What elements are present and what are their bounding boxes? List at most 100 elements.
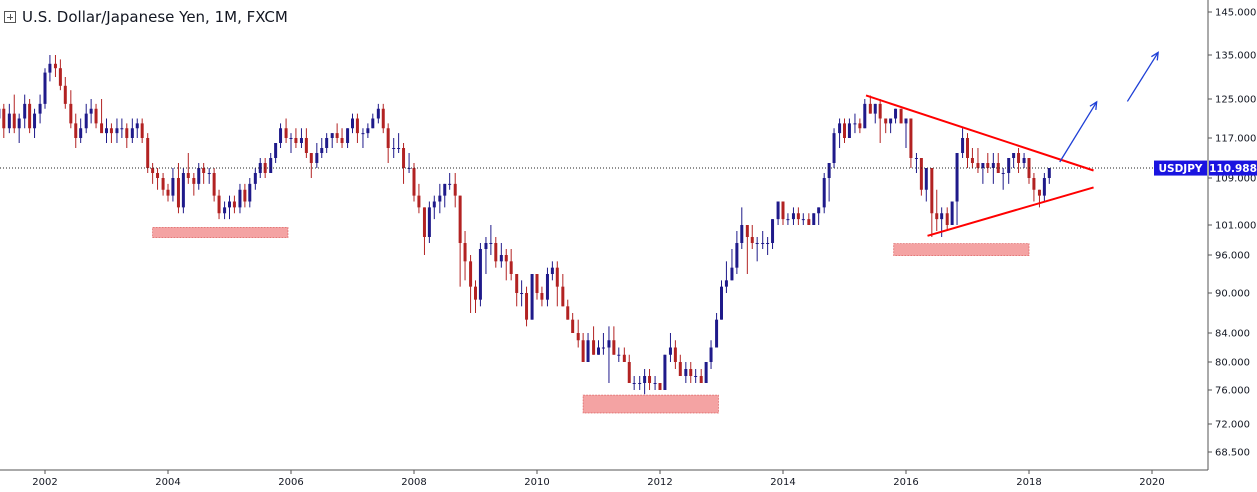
candle-body	[515, 274, 518, 293]
candle-body	[751, 237, 754, 243]
candle-body	[433, 202, 436, 208]
candle-body	[617, 355, 620, 356]
candle-body	[582, 340, 585, 362]
candle-body	[213, 173, 216, 196]
candle-body	[602, 348, 605, 349]
x-tick-label: 2004	[155, 477, 180, 488]
candle-body	[192, 178, 195, 184]
x-tick-label: 2012	[647, 477, 672, 488]
candle-body	[356, 119, 359, 134]
candle-body	[1043, 178, 1046, 196]
candle-body	[28, 104, 31, 128]
candle-body	[382, 109, 385, 129]
candle	[833, 128, 836, 168]
candle-body	[663, 355, 666, 390]
candle-body	[971, 158, 974, 163]
candle-body	[187, 173, 190, 178]
candle-body	[766, 243, 769, 244]
y-tick-label: 135.000	[1215, 51, 1256, 62]
candle-body	[628, 362, 631, 383]
candle-body	[69, 104, 72, 124]
candle-body	[874, 104, 877, 114]
candle-body	[387, 128, 390, 148]
candle-body	[879, 104, 882, 119]
candle-body	[838, 123, 841, 133]
candle-body	[894, 109, 897, 119]
candle-body	[320, 148, 323, 153]
y-tick-label: 80.000	[1215, 358, 1250, 369]
candle-body	[659, 383, 662, 390]
candle-body	[290, 138, 293, 139]
y-tick-label: 101.000	[1215, 221, 1256, 232]
candle-body	[423, 207, 426, 237]
y-tick-label: 125.000	[1215, 95, 1256, 106]
candle-body	[413, 168, 416, 196]
candle-body	[351, 119, 354, 129]
candle-body	[417, 196, 420, 208]
candle	[659, 383, 662, 390]
candle-body	[346, 128, 349, 143]
candle-body	[587, 340, 590, 362]
candle-body	[228, 202, 231, 208]
candle-body	[812, 213, 815, 225]
price-value: 110.988	[1209, 163, 1257, 175]
candle-body	[869, 104, 872, 114]
candle-body	[607, 340, 610, 347]
candle-body	[279, 128, 282, 143]
candle-body	[361, 133, 364, 134]
candle-body	[720, 287, 723, 320]
candle-body	[238, 190, 241, 208]
candle-body	[525, 293, 528, 320]
candle-body	[162, 178, 165, 190]
y-tick-label: 117.000	[1215, 134, 1256, 145]
candle-body	[208, 173, 211, 174]
candle-body	[474, 287, 477, 300]
candle-body	[828, 163, 831, 178]
candle-body	[95, 109, 98, 124]
expand-icon[interactable]	[4, 11, 16, 23]
y-tick-label: 90.000	[1215, 289, 1250, 300]
candle-body	[700, 376, 703, 383]
candle-body	[735, 243, 738, 268]
candle-body	[39, 104, 42, 114]
candle-body	[315, 153, 318, 163]
candle-body	[966, 138, 969, 158]
candle-body	[341, 138, 344, 143]
candle-body	[1032, 178, 1035, 190]
candle-body	[1038, 190, 1041, 196]
candle-body	[1007, 158, 1010, 173]
candle-body	[540, 293, 543, 300]
candle-body	[853, 123, 856, 124]
candle-body	[484, 243, 487, 249]
support-zone	[894, 244, 1029, 256]
candle-body	[100, 123, 103, 133]
y-tick-label: 76.000	[1215, 386, 1250, 397]
candle-body	[561, 287, 564, 307]
candle-body	[146, 138, 149, 168]
candle	[28, 99, 31, 133]
candle	[823, 173, 826, 213]
candle-body	[730, 268, 733, 281]
candle-body	[679, 362, 682, 376]
candle-body	[448, 184, 451, 185]
candle-body	[684, 369, 687, 376]
candle-body	[638, 383, 641, 384]
candle-body	[858, 123, 861, 128]
candle-body	[171, 178, 174, 196]
candle-body	[494, 243, 497, 261]
candle-body	[848, 123, 851, 138]
candle-body	[115, 128, 118, 133]
candle-body	[274, 143, 277, 158]
candle-body	[761, 243, 764, 244]
symbol-label: USDJPY	[1158, 163, 1202, 175]
candle-body	[909, 119, 912, 159]
candle-body	[556, 268, 559, 287]
candle-body	[571, 320, 574, 333]
candle-body	[397, 148, 400, 149]
candle-body	[807, 219, 810, 225]
support-zone	[583, 395, 718, 413]
candle-body	[136, 123, 139, 128]
candle-body	[469, 261, 472, 286]
